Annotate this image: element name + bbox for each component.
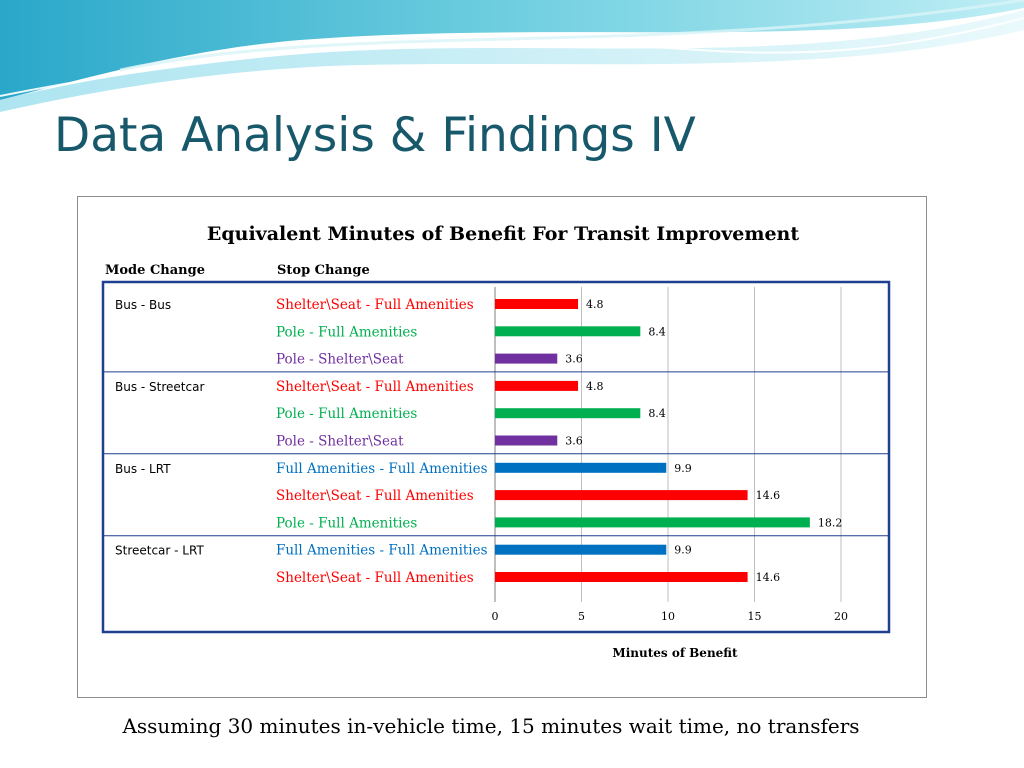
bar	[495, 490, 748, 501]
chart-frame: Equivalent Minutes of Benefit For Transi…	[77, 196, 927, 698]
category-label: Shelter\Seat - Full Amenities	[276, 379, 474, 395]
category-label: Full Amenities - Full Amenities	[276, 543, 488, 559]
category-label: Pole - Full Amenities	[276, 406, 417, 422]
group-label: Bus - Bus	[115, 298, 171, 312]
x-axis-label: Minutes of Benefit	[612, 646, 738, 660]
bar	[495, 380, 579, 391]
group-label: Streetcar - LRT	[115, 544, 204, 558]
data-label: 14.6	[756, 489, 781, 502]
data-label: 3.6	[565, 353, 583, 366]
bar	[495, 435, 558, 446]
x-tick-label: 10	[661, 610, 675, 623]
bar	[495, 517, 810, 528]
x-tick-label: 15	[748, 610, 762, 623]
data-label: 18.2	[818, 516, 843, 529]
header-swoosh-decoration	[0, 0, 1024, 112]
category-label: Pole - Full Amenities	[276, 324, 417, 340]
group-label: Bus - Streetcar	[115, 380, 204, 394]
data-label: 4.8	[586, 298, 604, 311]
data-label: 9.9	[674, 462, 692, 475]
category-label: Shelter\Seat - Full Amenities	[276, 297, 474, 313]
data-label: 8.4	[648, 325, 666, 338]
slide-title: Data Analysis & Findings IV	[54, 108, 696, 163]
category-label: Pole - Full Amenities	[276, 515, 417, 531]
column-header-stop-change: Stop Change	[277, 263, 370, 278]
bar	[495, 353, 558, 364]
bar-chart: Equivalent Minutes of Benefit For Transi…	[101, 223, 891, 660]
bar	[495, 299, 579, 309]
category-label: Shelter\Seat - Full Amenities	[276, 488, 474, 504]
bar	[495, 408, 641, 419]
category-label: Shelter\Seat - Full Amenities	[276, 570, 474, 586]
data-label: 3.6	[565, 435, 583, 448]
data-label: 8.4	[648, 407, 666, 420]
column-header-mode-change: Mode Change	[105, 263, 205, 278]
chart-inner-border	[101, 280, 891, 634]
bar	[495, 326, 641, 337]
bar	[495, 572, 748, 582]
x-tick-label: 20	[834, 610, 848, 623]
chart-title: Equivalent Minutes of Benefit For Transi…	[207, 223, 799, 245]
bar	[495, 462, 667, 473]
data-label: 9.9	[674, 544, 692, 557]
data-label: 14.6	[756, 571, 781, 584]
category-label: Pole - Shelter\Seat	[276, 434, 404, 450]
category-label: Pole - Shelter\Seat	[276, 352, 404, 368]
bar	[495, 544, 667, 555]
category-label: Full Amenities - Full Amenities	[276, 461, 488, 477]
x-tick-label: 0	[492, 610, 499, 623]
data-label: 4.8	[586, 380, 604, 393]
x-tick-label: 5	[578, 610, 585, 623]
slide-footnote: Assuming 30 minutes in-vehicle time, 15 …	[122, 714, 860, 738]
group-label: Bus - LRT	[115, 462, 171, 476]
